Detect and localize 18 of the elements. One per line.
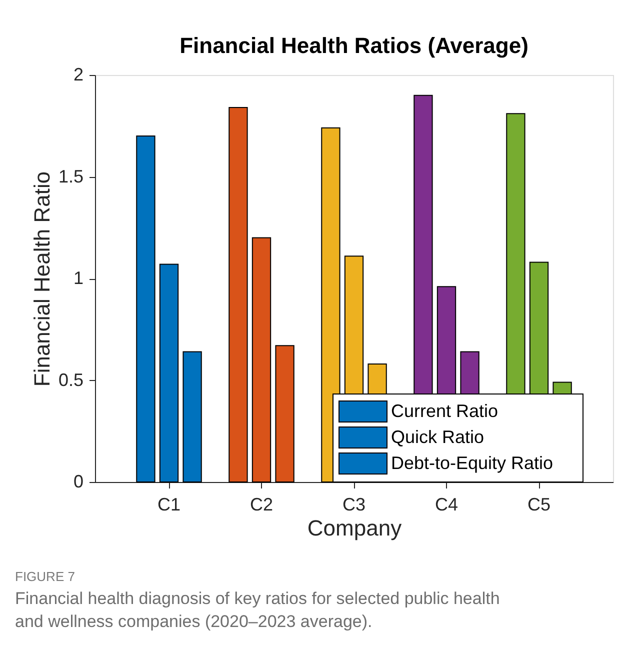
x-tick-label: C5 <box>527 494 551 514</box>
legend-label: Current Ratio <box>391 401 498 421</box>
x-tick-label: C1 <box>157 494 181 514</box>
y-tick-label: 1 <box>73 268 84 288</box>
y-tick-label: 1.5 <box>58 166 84 186</box>
x-tick-label: C2 <box>250 494 274 514</box>
x-axis-title: Company <box>307 516 402 540</box>
legend-label: Debt-to-Equity Ratio <box>391 453 554 473</box>
y-tick-label: 0.5 <box>58 370 84 390</box>
y-axis-title: Financial Health Ratio <box>29 171 54 387</box>
y-tick-label: 2 <box>73 64 84 84</box>
chart-title: Financial Health Ratios (Average) <box>180 33 528 58</box>
x-tick-label: C3 <box>342 494 366 514</box>
caption: FIGURE 7 <box>15 569 75 584</box>
x-tick-label: C4 <box>434 494 458 514</box>
legend-label: Quick Ratio <box>391 427 484 447</box>
y-tick-label: 0 <box>73 472 84 492</box>
text: Financial health diagnosis of key ratios for selected public health and wellness companies (2020–2023 average). <box>15 589 500 631</box>
